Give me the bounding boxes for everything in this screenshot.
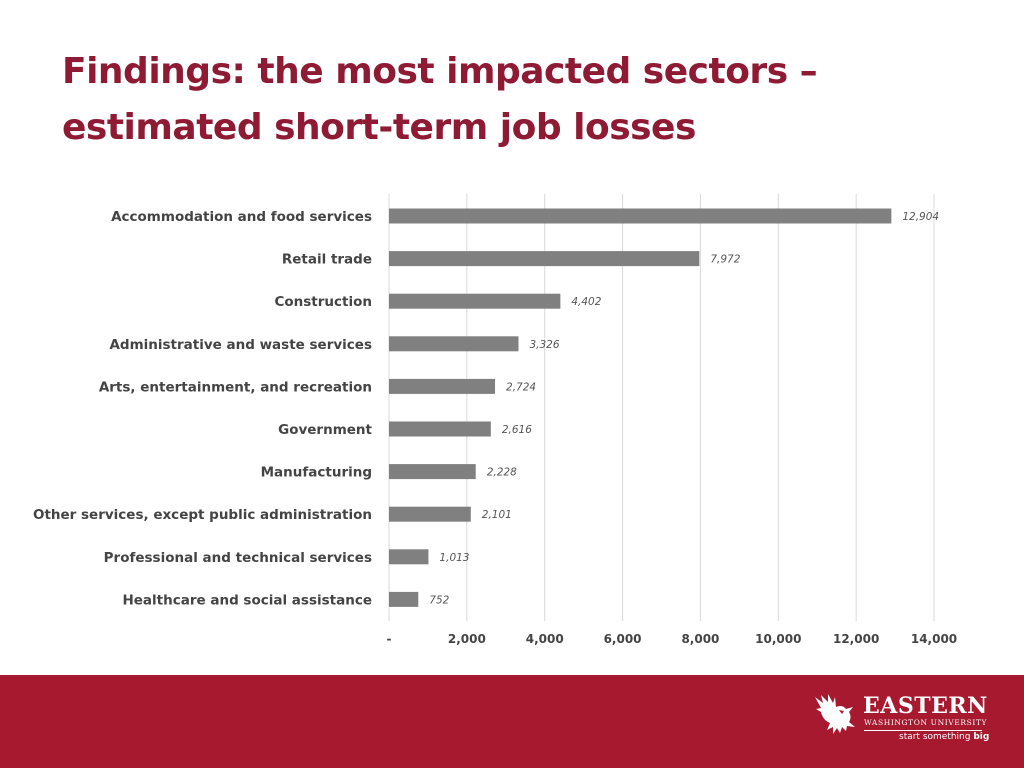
category-label: Arts, entertainment, and recreation — [99, 379, 372, 395]
chart-x-axis-ticks: - 2,000 4,000 6,000 8,000 10,000 12,000 14,000 — [387, 632, 958, 646]
category-label: Administrative and waste services — [109, 337, 372, 353]
data-label: 3,326 — [529, 339, 559, 351]
bar — [389, 506, 471, 522]
category-label: Accommodation and food services — [111, 209, 372, 225]
chart-bars — [389, 208, 892, 607]
logo-subtitle: WASHINGTON UNIVERSITY — [864, 718, 988, 727]
data-label: 7,972 — [710, 254, 740, 266]
x-tick-label: 4,000 — [526, 632, 564, 646]
logo-divider — [864, 730, 982, 731]
category-label: Professional and technical services — [104, 550, 372, 566]
bar — [389, 208, 892, 224]
x-tick-label: - — [387, 632, 392, 646]
data-label: 2,101 — [482, 509, 512, 521]
x-tick-label: 14,000 — [911, 632, 957, 646]
category-label: Other services, except public administra… — [33, 507, 372, 523]
eagle-icon — [815, 694, 855, 734]
x-tick-label: 6,000 — [604, 632, 642, 646]
category-label: Construction — [274, 294, 372, 310]
data-label: 4,402 — [571, 296, 601, 308]
bar — [389, 336, 519, 352]
logo-name: EASTERN — [863, 693, 988, 719]
slide-title-line-2: estimated short-term job losses — [62, 107, 696, 148]
x-tick-label: 2,000 — [448, 632, 486, 646]
x-tick-label: 10,000 — [755, 632, 801, 646]
bar — [389, 591, 419, 607]
chart-data-labels: 12,904 7,972 4,402 3,326 2,724 2,616 2,228 2,10… — [429, 211, 939, 606]
slide-title-line-1: Findings: the most impacted sectors – — [62, 51, 818, 92]
tagline-bold: big — [973, 732, 990, 742]
logo-tagline: start something big — [899, 732, 989, 742]
data-label: 2,228 — [487, 467, 517, 479]
bar — [389, 293, 561, 309]
x-tick-label: 12,000 — [833, 632, 879, 646]
bar — [389, 251, 700, 267]
slide-title: Findings: the most impacted sectors – es… — [62, 44, 962, 156]
university-logo: EASTERN WASHINGTON UNIVERSITY start some… — [813, 691, 989, 751]
data-label: 2,724 — [506, 381, 536, 393]
bar-chart: Accommodation and food services Retail tr… — [33, 194, 958, 646]
bar — [389, 549, 429, 565]
category-label: Retail trade — [282, 252, 372, 268]
bar — [389, 378, 496, 394]
data-label: 1,013 — [439, 552, 469, 564]
category-label: Manufacturing — [261, 465, 372, 481]
data-label: 12,904 — [902, 211, 939, 223]
category-label: Government — [278, 422, 372, 438]
tagline-prefix: start something — [899, 732, 971, 742]
data-label: 2,616 — [502, 424, 532, 436]
category-label: Healthcare and social assistance — [122, 592, 372, 608]
chart-category-labels: Accommodation and food services Retail tr… — [33, 209, 373, 608]
x-tick-label: 8,000 — [681, 632, 719, 646]
bar — [389, 464, 476, 480]
footer-bar: EASTERN WASHINGTON UNIVERSITY start some… — [0, 675, 1024, 768]
bar — [389, 421, 491, 437]
data-label: 752 — [429, 594, 449, 606]
